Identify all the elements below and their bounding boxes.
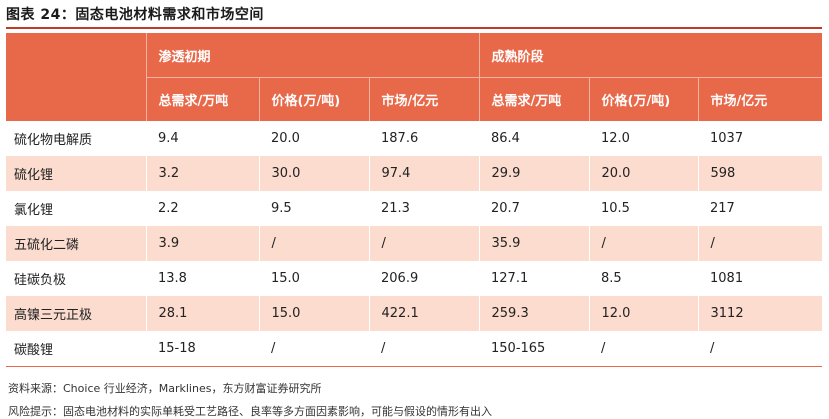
table-cell: /: [368, 226, 479, 261]
table-cell: 20.0: [588, 156, 698, 191]
group-header-mature: 成熟阶段: [478, 33, 823, 78]
table-cell: 127.1: [491, 271, 529, 286]
col-header: 市场/亿元: [368, 77, 479, 121]
table-cell: 15.0: [271, 271, 300, 286]
table-row: 高镍三元正极 28.1 15.0 422.1 259.3 12.0 3112: [6, 296, 823, 331]
table-cell: 2.2: [158, 201, 179, 216]
row-label: 硅碳负极: [14, 273, 67, 288]
table-cell: 15.0: [258, 296, 369, 331]
col-header: 市场/亿元: [697, 77, 823, 121]
table-row: 硫化物电解质 9.4 20.0 187.6 86.4 12.0 1037: [6, 121, 822, 156]
table-cell: 9.4: [158, 131, 179, 146]
table-cell: 12.0: [588, 296, 698, 331]
table-row: 五硫化二磷 3.9 / / 35.9 / /: [6, 226, 823, 261]
table-cell: 10.5: [601, 201, 630, 216]
table-cell: 206.9: [381, 271, 419, 286]
table-cell: /: [698, 331, 823, 367]
table-row: 硅碳负极 13.8 15.0 206.9 127.1 8.5 1081: [6, 261, 822, 296]
table-cell: 29.9: [478, 156, 589, 191]
materials-table: 渗透初期 成熟阶段 总需求/万吨 价格(万/吨) 市场/亿元 总需求/万吨 价格…: [6, 33, 823, 367]
table-cell: /: [259, 331, 369, 367]
title-divider: [6, 27, 822, 29]
table-cell: 8.5: [601, 271, 622, 286]
table-cell: 187.6: [381, 131, 419, 146]
table-cell: 30.0: [258, 156, 369, 191]
table-cell: 422.1: [368, 296, 479, 331]
row-label: 高镍三元正极: [6, 296, 146, 331]
table-row: 碳酸锂 15-18 / / 150-165 / /: [6, 331, 823, 367]
table-cell: 3.2: [145, 156, 259, 191]
table-cell: 1037: [710, 131, 744, 146]
corner-cell: [6, 33, 146, 121]
row-label: 硫化锂: [6, 156, 146, 191]
table-cell: /: [258, 226, 369, 261]
row-label: 碳酸锂: [6, 331, 146, 367]
sub-header-row: 总需求/万吨 价格(万/吨) 市场/亿元 总需求/万吨 价格(万/吨) 市场/亿…: [6, 77, 823, 121]
col-header: 总需求/万吨: [478, 77, 589, 121]
col-header: 价格(万/吨): [588, 77, 698, 121]
table-cell: /: [697, 226, 823, 261]
table-cell: 150-165: [479, 331, 589, 367]
row-label: 硫化物电解质: [14, 133, 93, 148]
row-label: 五硫化二磷: [6, 226, 146, 261]
col-header: 价格(万/吨): [258, 77, 369, 121]
table-cell: 217: [710, 201, 735, 216]
table-row: 硫化锂 3.2 30.0 97.4 29.9 20.0 598: [6, 156, 823, 191]
table-cell: 20.0: [271, 131, 300, 146]
table-cell: 13.8: [158, 271, 187, 286]
table-cell: /: [369, 331, 479, 367]
table-cell: 21.3: [381, 201, 410, 216]
table-cell: 35.9: [478, 226, 589, 261]
table-cell: 12.0: [601, 131, 630, 146]
table-cell: /: [589, 331, 698, 367]
table-cell: 3112: [697, 296, 823, 331]
table-cell: /: [588, 226, 698, 261]
group-header-early: 渗透初期: [145, 33, 479, 78]
table-cell: 97.4: [368, 156, 479, 191]
table-cell: 20.7: [491, 201, 520, 216]
table-cell: 1081: [710, 271, 744, 286]
table-cell: 15-18: [146, 331, 259, 367]
table-cell: 86.4: [491, 131, 520, 146]
table-cell: 9.5: [271, 201, 292, 216]
table-cell: 3.9: [145, 226, 259, 261]
table-cell: 598: [697, 156, 823, 191]
risk-note: 风险提示：固态电池材料的实际单耗受工艺路径、良率等多方面因素影响，可能与假设的情…: [8, 405, 492, 418]
source-note: 资料来源：Choice 行业经济，Marklines，东方财富证券研究所: [8, 382, 322, 395]
row-label: 氯化锂: [14, 203, 54, 218]
group-header-row: 渗透初期 成熟阶段: [6, 33, 823, 121]
table-cell: 259.3: [478, 296, 589, 331]
col-header: 总需求/万吨: [145, 77, 259, 121]
table-row: 氯化锂 2.2 9.5 21.3 20.7 10.5 217: [6, 191, 822, 226]
table-cell: 28.1: [145, 296, 259, 331]
figure-title: 图表 24：固态电池材料需求和市场空间: [6, 7, 264, 23]
